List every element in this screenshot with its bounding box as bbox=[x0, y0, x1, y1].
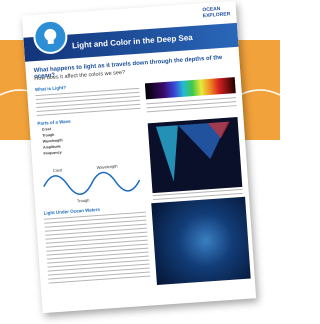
screenshot: {"header":{"title":"Light and Color in t… bbox=[0, 0, 280, 324]
text-lines bbox=[35, 88, 140, 119]
wave-diagram: Crest Wavelength Trough bbox=[40, 160, 147, 207]
term: Amplitude bbox=[43, 144, 61, 149]
bulb-glyph bbox=[34, 21, 66, 53]
diagram-label: Wavelength bbox=[96, 164, 117, 170]
diagram-label: Trough bbox=[77, 198, 90, 204]
logo-line: EXPLORER bbox=[203, 11, 231, 19]
term: Crest bbox=[42, 127, 51, 132]
chart-graphic bbox=[148, 117, 243, 193]
diagram-label: Crest bbox=[53, 167, 64, 173]
section-heading: Parts of a Wave bbox=[37, 119, 71, 126]
caption-lines bbox=[146, 97, 237, 115]
text-lines bbox=[44, 212, 150, 287]
lightbulb-icon bbox=[32, 19, 68, 55]
depth-chart bbox=[148, 117, 243, 193]
spectrum-image bbox=[145, 77, 236, 99]
term: Trough bbox=[42, 133, 54, 138]
section-heading: What is Light? bbox=[35, 85, 66, 92]
deep-sea-photo bbox=[151, 197, 250, 285]
term: Wavelength bbox=[43, 138, 63, 143]
term: Frequency bbox=[43, 150, 61, 155]
